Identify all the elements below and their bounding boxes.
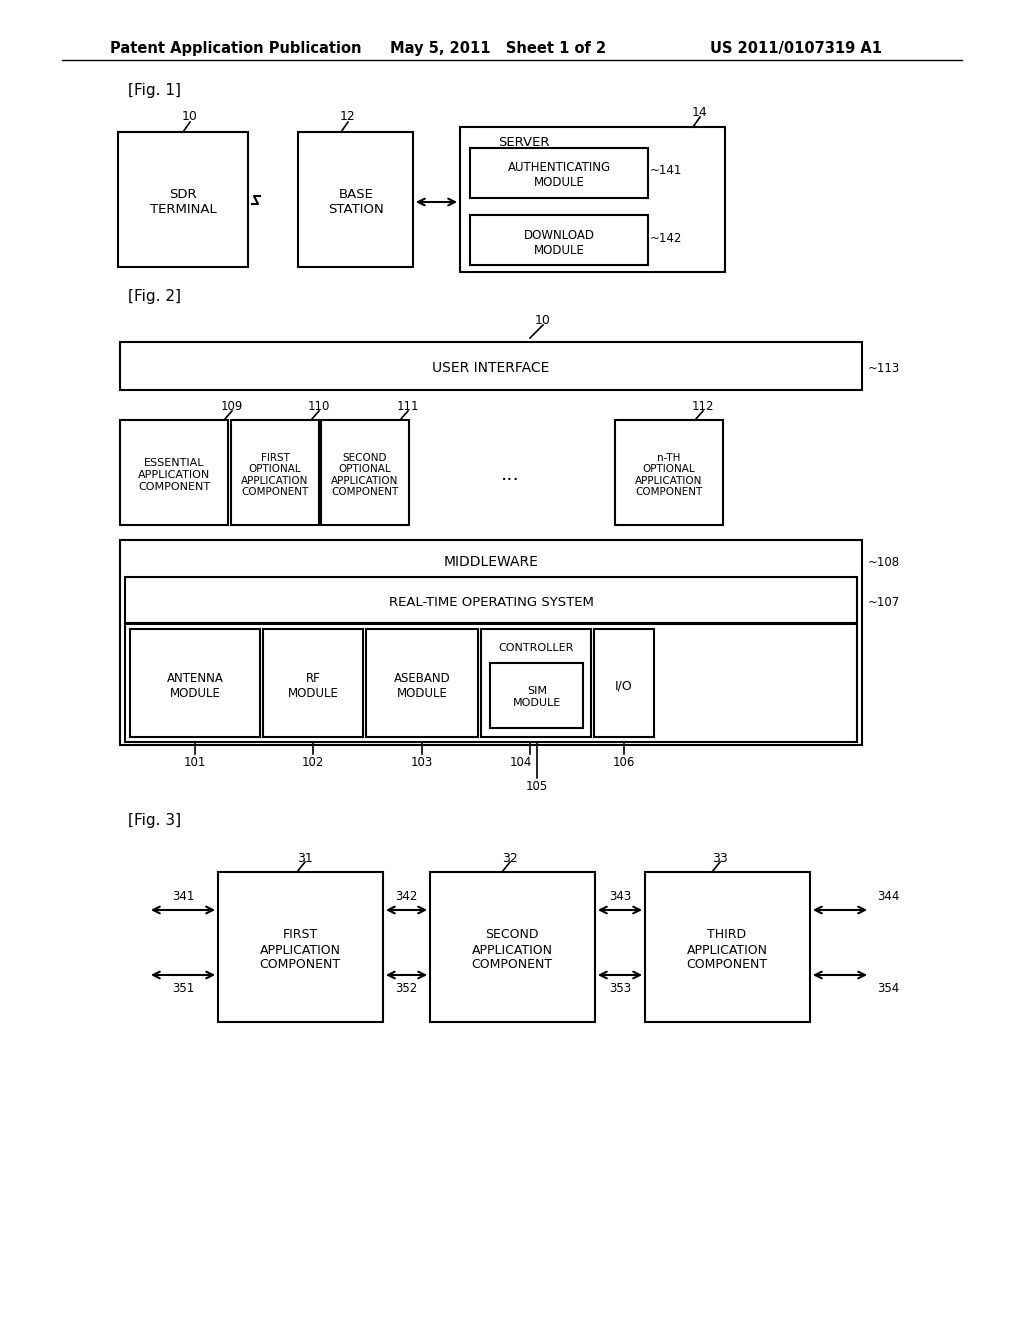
Bar <box>125 577 857 623</box>
Bar <box>430 873 595 1022</box>
Text: CONTROLLER: CONTROLLER <box>499 643 573 653</box>
Text: 105: 105 <box>526 780 548 792</box>
Text: FIRST
APPLICATION
COMPONENT: FIRST APPLICATION COMPONENT <box>259 928 341 972</box>
Text: 31: 31 <box>297 851 313 865</box>
Text: THIRD
APPLICATION
COMPONENT: THIRD APPLICATION COMPONENT <box>686 928 768 972</box>
Text: ESSENTIAL
APPLICATION
COMPONENT: ESSENTIAL APPLICATION COMPONENT <box>138 458 210 491</box>
Bar <box>120 540 862 744</box>
Text: SDR
TERMINAL: SDR TERMINAL <box>150 187 216 216</box>
Text: US 2011/0107319 A1: US 2011/0107319 A1 <box>710 41 882 55</box>
Text: DOWNLOAD
MODULE: DOWNLOAD MODULE <box>523 228 595 257</box>
Bar <box>594 630 654 737</box>
Text: 101: 101 <box>184 755 206 768</box>
Bar <box>130 630 260 737</box>
Bar <box>218 873 383 1022</box>
Text: 111: 111 <box>396 400 419 413</box>
Text: 353: 353 <box>609 982 631 995</box>
Bar <box>470 148 648 198</box>
Text: 10: 10 <box>536 314 551 326</box>
Bar <box>481 630 591 737</box>
Bar <box>125 624 857 742</box>
Bar <box>120 420 228 525</box>
Bar <box>470 215 648 265</box>
Text: [Fig. 2]: [Fig. 2] <box>128 289 181 305</box>
Text: 109: 109 <box>221 400 243 413</box>
Text: ANTENNA
MODULE: ANTENNA MODULE <box>167 672 223 700</box>
Text: ~141: ~141 <box>650 164 682 177</box>
Text: ~108: ~108 <box>868 556 900 569</box>
Text: n-TH
OPTIONAL
APPLICATION
COMPONENT: n-TH OPTIONAL APPLICATION COMPONENT <box>635 453 702 498</box>
Text: 102: 102 <box>302 755 325 768</box>
Text: SECOND
OPTIONAL
APPLICATION
COMPONENT: SECOND OPTIONAL APPLICATION COMPONENT <box>332 453 398 498</box>
Text: 341: 341 <box>172 890 195 903</box>
Text: USER INTERFACE: USER INTERFACE <box>432 360 550 375</box>
Text: 344: 344 <box>877 890 899 903</box>
Text: FIRST
OPTIONAL
APPLICATION
COMPONENT: FIRST OPTIONAL APPLICATION COMPONENT <box>242 453 308 498</box>
Text: Patent Application Publication: Patent Application Publication <box>110 41 361 55</box>
Bar <box>120 342 862 389</box>
Text: BASE
STATION: BASE STATION <box>328 187 384 216</box>
Bar <box>615 420 723 525</box>
Text: REAL-TIME OPERATING SYSTEM: REAL-TIME OPERATING SYSTEM <box>388 595 594 609</box>
Text: MIDDLEWARE: MIDDLEWARE <box>443 554 539 569</box>
Text: 110: 110 <box>308 400 330 413</box>
Text: 354: 354 <box>877 982 899 995</box>
Text: AUTHENTICATING
MODULE: AUTHENTICATING MODULE <box>508 161 610 189</box>
Text: ~142: ~142 <box>650 231 682 244</box>
Bar <box>490 663 583 729</box>
Text: 33: 33 <box>712 851 728 865</box>
Text: ASEBAND
MODULE: ASEBAND MODULE <box>393 672 451 700</box>
Text: 112: 112 <box>692 400 715 413</box>
Text: ~107: ~107 <box>868 595 900 609</box>
Bar <box>321 420 409 525</box>
Text: 14: 14 <box>692 106 708 119</box>
Text: RF
MODULE: RF MODULE <box>288 672 339 700</box>
Text: 103: 103 <box>411 755 433 768</box>
Text: 10: 10 <box>182 111 198 124</box>
Text: May 5, 2011   Sheet 1 of 2: May 5, 2011 Sheet 1 of 2 <box>390 41 606 55</box>
Text: [Fig. 1]: [Fig. 1] <box>128 82 181 98</box>
Text: [Fig. 3]: [Fig. 3] <box>128 813 181 828</box>
Bar <box>645 873 810 1022</box>
Text: SERVER: SERVER <box>498 136 550 149</box>
Text: SIM
MODULE: SIM MODULE <box>513 686 561 708</box>
Text: 351: 351 <box>172 982 195 995</box>
Bar <box>263 630 362 737</box>
Text: 104: 104 <box>510 755 532 768</box>
Text: 343: 343 <box>609 890 631 903</box>
Bar <box>298 132 413 267</box>
Text: 352: 352 <box>395 982 418 995</box>
Text: 12: 12 <box>340 111 356 124</box>
Text: 106: 106 <box>612 755 635 768</box>
Text: 342: 342 <box>395 890 418 903</box>
Bar <box>118 132 248 267</box>
Bar <box>460 127 725 272</box>
Text: SECOND
APPLICATION
COMPONENT: SECOND APPLICATION COMPONENT <box>471 928 553 972</box>
Text: 32: 32 <box>502 851 518 865</box>
Bar <box>366 630 478 737</box>
Text: I/O: I/O <box>615 680 633 693</box>
Text: ...: ... <box>501 466 519 484</box>
Text: ~113: ~113 <box>868 362 900 375</box>
Bar <box>231 420 319 525</box>
